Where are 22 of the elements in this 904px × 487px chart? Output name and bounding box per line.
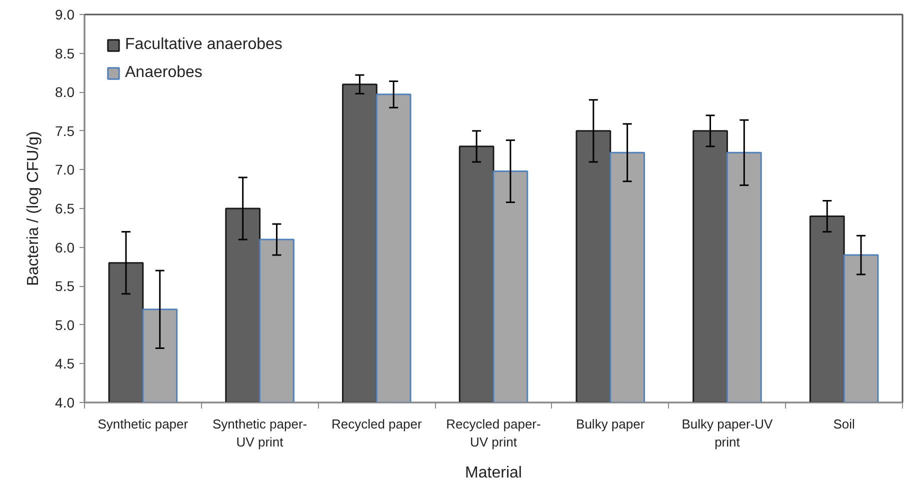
x-tick-label: Soil: [833, 416, 856, 432]
y-tick-label: 6.5: [55, 200, 75, 216]
y-tick-label: 6.0: [55, 239, 75, 256]
x-tick-label: Synthetic paper-UV print: [212, 416, 308, 450]
x-tick-label: Bulky paper: [576, 416, 646, 432]
y-axis-title: Bacteria / (log CFU/g): [25, 131, 42, 286]
y-tick-label: 8.5: [55, 45, 75, 62]
legend-label: Anaerobes: [125, 64, 202, 82]
x-tick-label: Recycled paper: [331, 416, 422, 432]
y-tick-label: 5.0: [55, 316, 75, 333]
x-tick-label: Synthetic paper: [98, 416, 189, 432]
y-tick-label: 7.0: [55, 162, 75, 178]
x-tick-label: Bulky paper-UV print: [682, 416, 774, 450]
y-tick-label: 9.0: [55, 6, 75, 22]
x-axis-title: Material: [465, 464, 522, 482]
y-tick-label: 8.0: [55, 84, 75, 100]
y-tick-label: 5.5: [55, 278, 75, 294]
y-tick-label: 4.5: [55, 356, 75, 372]
legend-label: Facultative anaerobes: [125, 36, 282, 54]
y-tick-label: 7.5: [55, 122, 75, 139]
x-tick-label: Recycled paper-UV print: [446, 416, 541, 450]
y-tick-label: 4.0: [55, 394, 75, 410]
